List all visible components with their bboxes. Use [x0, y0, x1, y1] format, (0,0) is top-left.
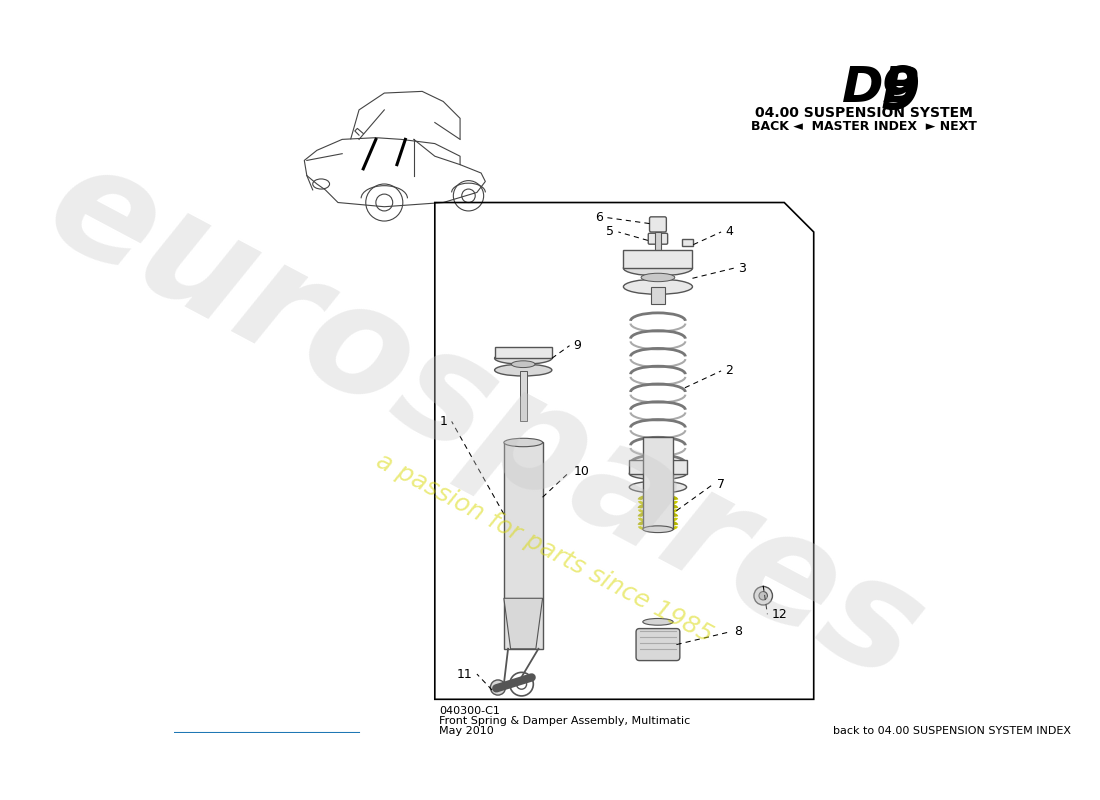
- Bar: [495, 346, 552, 358]
- Text: 11: 11: [456, 667, 473, 681]
- Text: 6: 6: [595, 211, 603, 224]
- Text: 04.00 SUSPENSION SYSTEM: 04.00 SUSPENSION SYSTEM: [756, 106, 974, 120]
- Bar: [651, 286, 664, 303]
- Circle shape: [759, 591, 768, 600]
- Ellipse shape: [512, 361, 535, 367]
- Text: 4: 4: [725, 226, 734, 238]
- FancyBboxPatch shape: [649, 217, 667, 232]
- Ellipse shape: [624, 279, 693, 294]
- Ellipse shape: [642, 618, 673, 626]
- Bar: [654, 232, 661, 262]
- Text: 10: 10: [574, 466, 590, 478]
- Circle shape: [754, 586, 772, 605]
- Text: eurospares: eurospares: [24, 129, 947, 714]
- Bar: [629, 460, 686, 474]
- Ellipse shape: [629, 482, 686, 493]
- Bar: [682, 238, 693, 246]
- FancyBboxPatch shape: [648, 234, 668, 244]
- Text: 7: 7: [717, 478, 725, 491]
- Bar: [624, 250, 693, 268]
- Text: a passion for parts since 1985: a passion for parts since 1985: [372, 449, 717, 647]
- Text: 9: 9: [879, 63, 920, 121]
- Ellipse shape: [495, 364, 552, 376]
- Circle shape: [491, 680, 506, 695]
- Polygon shape: [504, 598, 542, 649]
- Text: 2: 2: [725, 365, 734, 378]
- Ellipse shape: [495, 352, 552, 364]
- Text: 8: 8: [734, 626, 741, 638]
- Text: 1: 1: [440, 415, 448, 428]
- Text: Front Spring & Damper Assembly, Multimatic: Front Spring & Damper Assembly, Multimat…: [439, 716, 691, 726]
- Bar: [520, 371, 527, 422]
- Text: May 2010: May 2010: [439, 726, 494, 736]
- Ellipse shape: [641, 274, 674, 282]
- Text: back to 04.00 SUSPENSION SYSTEM INDEX: back to 04.00 SUSPENSION SYSTEM INDEX: [833, 726, 1070, 736]
- Text: 040300-C1: 040300-C1: [439, 706, 499, 716]
- Text: 12: 12: [771, 608, 788, 621]
- Text: 5: 5: [606, 226, 614, 238]
- Ellipse shape: [629, 468, 686, 479]
- Ellipse shape: [624, 261, 693, 276]
- Bar: [642, 437, 673, 530]
- Bar: [653, 463, 663, 489]
- Text: BACK ◄  MASTER INDEX  ► NEXT: BACK ◄ MASTER INDEX ► NEXT: [751, 120, 977, 133]
- Text: 3: 3: [738, 262, 746, 274]
- Ellipse shape: [504, 438, 542, 446]
- Bar: [504, 442, 542, 649]
- Text: 9: 9: [574, 339, 582, 352]
- Text: DB: DB: [842, 63, 921, 111]
- Ellipse shape: [642, 526, 673, 533]
- FancyBboxPatch shape: [636, 629, 680, 661]
